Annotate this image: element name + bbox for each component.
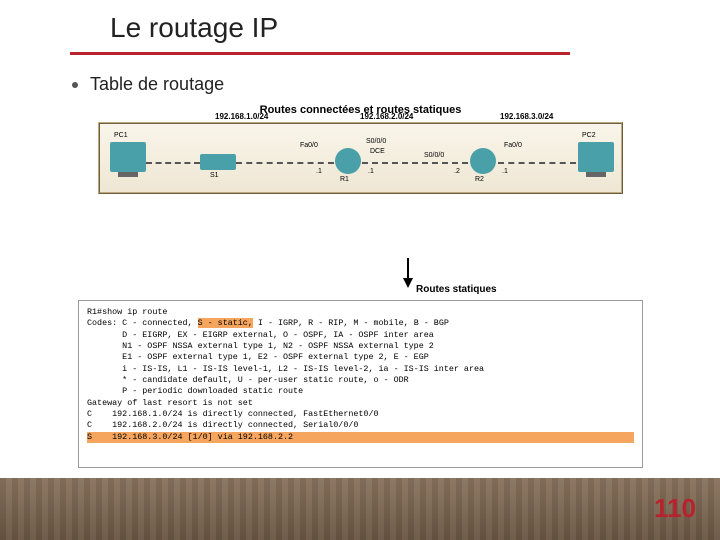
bullet-icon [72, 82, 78, 88]
dce-label: DCE [370, 148, 385, 155]
r1-label: R1 [340, 176, 349, 183]
cli-line-3: N1 - OSPF NSSA external type 1, N2 - OSP… [87, 341, 634, 352]
cli-line-11: C 192.168.1.0/24 is directly connected, … [87, 409, 634, 420]
switch-icon [200, 154, 236, 170]
subnet-3-label: 192.168.3.0/24 [500, 112, 553, 121]
cli-line-12: C 192.168.2.0/24 is directly connected, … [87, 420, 634, 431]
router-r2-icon [470, 148, 496, 174]
footer-strip [0, 478, 720, 540]
cli-line-7: P - periodic downloaded static route [87, 386, 634, 397]
pc1-icon [110, 142, 146, 172]
s000-r2-label: S0/0/0 [424, 152, 444, 159]
cli-line-9: Gateway of last resort is not set [87, 398, 634, 409]
link-pc1-s1 [146, 162, 200, 164]
cli-line-1b: I - IGRP, R - RIP, M - mobile, B - BGP [253, 318, 449, 328]
subnet-2-label: 192.168.2.0/24 [360, 112, 413, 121]
s1-label: S1 [210, 172, 219, 179]
cli-line-1a: Codes: C - connected, [87, 318, 198, 328]
s000-r1-label: S0/0/0 [366, 138, 386, 145]
link-r2-pc2 [498, 162, 576, 164]
pc2-icon [578, 142, 614, 172]
host-3-label: .1 [502, 168, 508, 175]
arrow-label: Routes statiques [416, 284, 497, 295]
cli-line-6: * - candidate default, U - per-user stat… [87, 375, 634, 386]
subnet-1-label: 192.168.1.0/24 [215, 112, 268, 121]
cli-line-13-highlight: S 192.168.3.0/24 [1/0] via 192.168.2.2 [87, 432, 634, 443]
slide: Le routage IP Table de routage Routes co… [0, 0, 720, 540]
host-2b-label: .2 [454, 168, 460, 175]
page-number: 110 [654, 493, 696, 524]
pc2-label: PC2 [582, 132, 596, 139]
cli-line-0: R1#show ip route [87, 307, 634, 318]
fa00-r2-label: Fa0/0 [504, 142, 522, 149]
cli-line-1-highlight: S - static, [198, 318, 253, 328]
cli-line-2: D - EIGRP, EX - EIGRP external, O - OSPF… [87, 330, 634, 341]
fa00-r1-label: Fa0/0 [300, 142, 318, 149]
slide-title: Le routage IP [110, 12, 278, 44]
arrow-stem [407, 258, 409, 280]
host-1-label: .1 [316, 168, 322, 175]
cli-line-4: E1 - OSPF external type 1, E2 - OSPF ext… [87, 352, 634, 363]
cli-line-1: Codes: C - connected, S - static, I - IG… [87, 318, 634, 329]
pc1-label: PC1 [114, 132, 128, 139]
r2-label: R2 [475, 176, 484, 183]
arrow-down-icon [403, 278, 413, 288]
cli-output: R1#show ip route Codes: C - connected, S… [78, 300, 643, 468]
title-rule [70, 52, 570, 55]
router-r1-icon [335, 148, 361, 174]
slide-subtitle: Table de routage [90, 74, 224, 95]
link-s1-r1 [236, 162, 334, 164]
figure: Routes connectées et routes statiques 19… [78, 100, 643, 470]
host-2a-label: .1 [368, 168, 374, 175]
link-r1-r2 [362, 162, 468, 164]
cli-line-5: i - IS-IS, L1 - IS-IS level-1, L2 - IS-I… [87, 364, 634, 375]
network-topology: 192.168.1.0/24 192.168.2.0/24 192.168.3.… [98, 122, 623, 194]
